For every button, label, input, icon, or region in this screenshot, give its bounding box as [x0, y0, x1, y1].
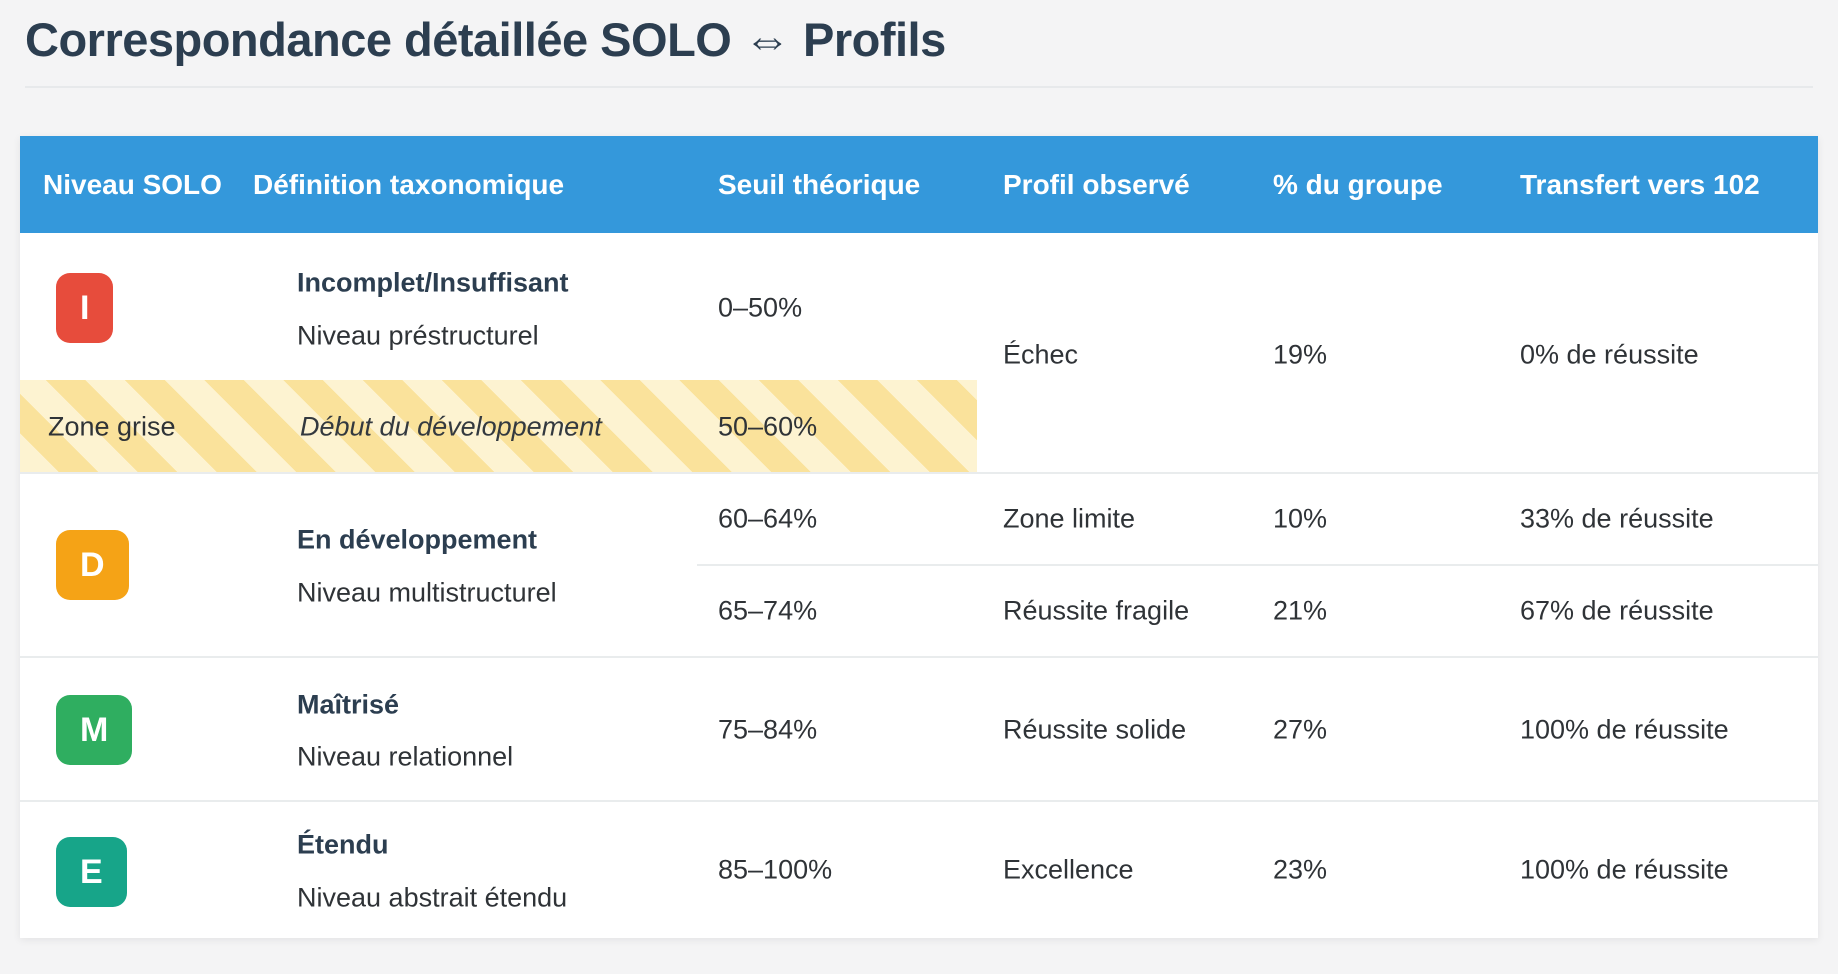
seuil-value: 0–50%	[718, 292, 803, 323]
badge-incomplet: I	[56, 273, 114, 343]
row-divider	[20, 656, 1818, 658]
seuil-value: 60–64%	[718, 503, 818, 534]
transfert-value: 67% de réussite	[1520, 595, 1714, 626]
zone-grise-label: Zone grise	[48, 411, 176, 442]
profil-value: Zone limite	[1003, 503, 1136, 534]
transfert-value: 33% de réussite	[1520, 503, 1714, 534]
column-header-niveau-solo: Niveau SOLO	[43, 168, 222, 200]
zone-grise-stripes	[20, 380, 977, 473]
level-name: Étendu	[297, 829, 389, 860]
seuil-value: 65–74%	[718, 595, 818, 626]
pct-groupe-value: 10%	[1273, 503, 1328, 534]
column-header-pct-groupe: % du groupe	[1273, 168, 1443, 200]
row-divider	[20, 800, 1818, 802]
title-divider	[25, 86, 1813, 88]
pct-groupe-value: 23%	[1273, 854, 1328, 885]
page-title: Correspondance détaillée SOLO ⇔ Profils	[25, 13, 946, 66]
badge-maitrise: M	[56, 695, 133, 765]
seuil-value: 85–100%	[718, 854, 833, 885]
badge-developpement: D	[56, 530, 129, 600]
pct-groupe-value: 21%	[1273, 595, 1328, 626]
row-divider	[20, 472, 1818, 474]
profil-value: Échec	[1003, 339, 1079, 370]
level-name: Incomplet/Insuffisant	[297, 267, 569, 298]
zone-grise-definition: Début du développement	[300, 411, 602, 442]
transfert-value: 0% de réussite	[1520, 339, 1699, 370]
profil-value: Excellence	[1003, 854, 1134, 885]
seuil-value: 75–84%	[718, 714, 818, 745]
pct-groupe-value: 27%	[1273, 714, 1328, 745]
pct-groupe-value: 19%	[1273, 339, 1328, 370]
column-header-definition: Définition taxonomique	[253, 168, 565, 200]
profil-value: Réussite fragile	[1003, 595, 1190, 626]
solo-profils-table: Niveau SOLO Définition taxonomique Seuil…	[20, 136, 1818, 938]
level-taxonomy: Niveau préstructurel	[297, 320, 539, 351]
sub-row-divider	[697, 564, 1818, 566]
column-header-transfert-102: Transfert vers 102	[1520, 168, 1760, 200]
transfert-value: 100% de réussite	[1520, 854, 1729, 885]
transfert-value: 100% de réussite	[1520, 714, 1729, 745]
column-header-seuil-theorique: Seuil théorique	[718, 168, 921, 200]
badge-etendu: E	[56, 837, 127, 907]
profil-value: Réussite solide	[1003, 714, 1187, 745]
level-name: Maîtrisé	[297, 689, 400, 720]
seuil-value: 50–60%	[718, 411, 818, 442]
level-taxonomy: Niveau relationnel	[297, 741, 514, 772]
level-name: En développement	[297, 524, 538, 555]
column-header-profil-observe: Profil observé	[1003, 168, 1190, 200]
level-taxonomy: Niveau multistructurel	[297, 577, 557, 608]
table-header-row: Niveau SOLO Définition taxonomique Seuil…	[20, 136, 1818, 233]
level-taxonomy: Niveau abstrait étendu	[297, 882, 568, 913]
